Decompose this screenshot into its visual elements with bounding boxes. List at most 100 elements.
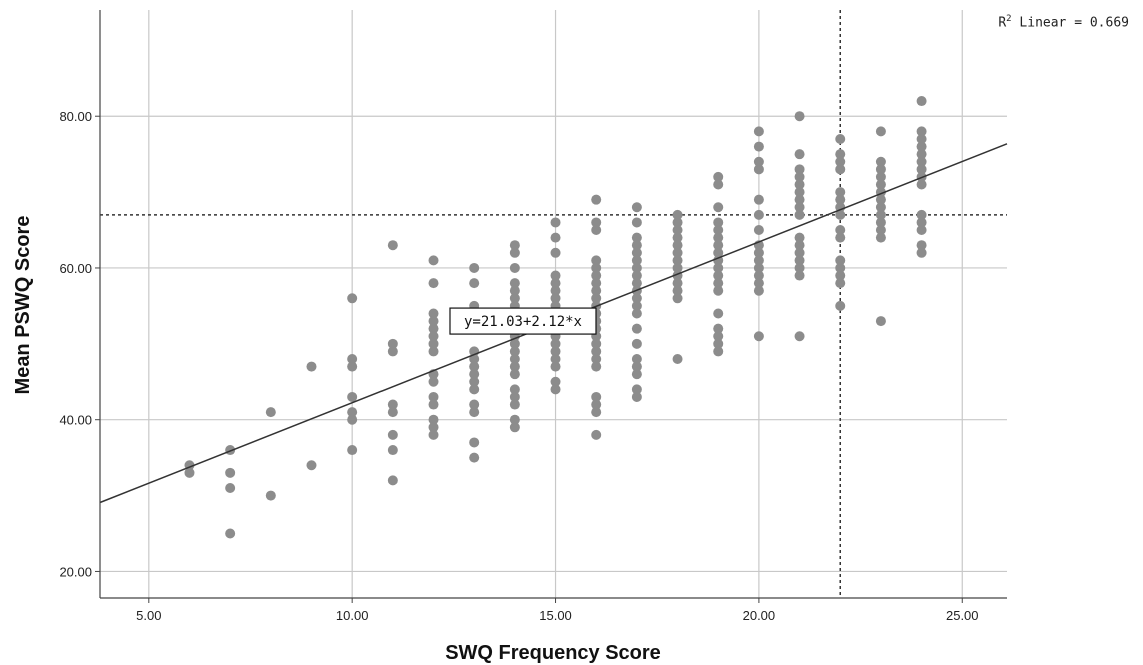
- data-point: [753, 331, 764, 342]
- data-point: [835, 149, 846, 160]
- data-point: [591, 270, 602, 281]
- data-point: [591, 399, 602, 410]
- data-point: [713, 232, 724, 243]
- data-point: [875, 209, 886, 220]
- data-point: [550, 338, 561, 349]
- data-point: [631, 361, 642, 372]
- data-point: [550, 232, 561, 243]
- y-tick-label: 20.00: [59, 564, 92, 579]
- data-point: [347, 391, 358, 402]
- data-point: [916, 141, 927, 152]
- data-point: [509, 399, 520, 410]
- data-point: [713, 331, 724, 342]
- data-point: [794, 262, 805, 273]
- data-point: [794, 202, 805, 213]
- data-point: [428, 376, 439, 387]
- data-point: [794, 232, 805, 243]
- data-point: [550, 384, 561, 395]
- data-point: [794, 331, 805, 342]
- data-point: [509, 361, 520, 372]
- data-point: [225, 482, 236, 493]
- data-point: [469, 399, 480, 410]
- data-point: [631, 202, 642, 213]
- data-point: [591, 255, 602, 266]
- grid-lines: [100, 10, 1007, 598]
- x-tick-label: 25.00: [946, 608, 979, 623]
- data-point: [591, 391, 602, 402]
- data-point: [550, 217, 561, 228]
- data-point: [509, 414, 520, 425]
- data-point: [835, 232, 846, 243]
- data-point: [428, 308, 439, 319]
- data-point: [428, 414, 439, 425]
- data-point: [550, 270, 561, 281]
- data-point: [347, 361, 358, 372]
- x-tick-label: 15.00: [539, 608, 572, 623]
- data-point: [631, 240, 642, 251]
- data-point: [713, 270, 724, 281]
- data-point: [794, 179, 805, 190]
- data-point: [753, 126, 764, 137]
- data-point: [428, 255, 439, 266]
- data-point: [835, 262, 846, 273]
- data-point: [631, 308, 642, 319]
- x-tick-label: 5.00: [136, 608, 161, 623]
- data-point: [916, 164, 927, 175]
- data-point: [591, 278, 602, 289]
- data-point: [387, 407, 398, 418]
- data-point: [184, 467, 195, 478]
- data-point: [591, 407, 602, 418]
- data-point: [591, 361, 602, 372]
- data-point: [387, 338, 398, 349]
- data-point: [428, 391, 439, 402]
- data-point: [509, 422, 520, 433]
- data-point: [713, 278, 724, 289]
- data-point: [509, 285, 520, 296]
- data-point: [713, 225, 724, 236]
- data-point: [875, 171, 886, 182]
- data-point: [794, 209, 805, 220]
- data-point: [835, 156, 846, 167]
- data-point: [713, 179, 724, 190]
- data-point: [753, 141, 764, 152]
- data-point: [672, 225, 683, 236]
- data-point: [428, 323, 439, 334]
- data-point: [753, 225, 764, 236]
- equation-label: y=21.03+2.12*x: [464, 314, 582, 330]
- data-point: [753, 247, 764, 258]
- data-point: [916, 179, 927, 190]
- data-point: [672, 255, 683, 266]
- data-point: [509, 354, 520, 365]
- data-point: [631, 300, 642, 311]
- data-point: [306, 460, 317, 471]
- data-point: [265, 490, 276, 501]
- data-point: [916, 156, 927, 167]
- data-point: [753, 164, 764, 175]
- data-point: [753, 285, 764, 296]
- data-point: [631, 255, 642, 266]
- data-point: [794, 164, 805, 175]
- r2-value: Linear = 0.669: [1011, 15, 1129, 31]
- data-point: [835, 225, 846, 236]
- data-point: [672, 232, 683, 243]
- data-point: [753, 262, 764, 273]
- data-point: [916, 225, 927, 236]
- data-point: [753, 156, 764, 167]
- data-point: [875, 164, 886, 175]
- fit-line-group: y=21.03+2.12*x: [99, 143, 1008, 504]
- x-tick-label: 20.00: [743, 608, 776, 623]
- data-point: [916, 133, 927, 144]
- data-point: [469, 452, 480, 463]
- data-point: [550, 247, 561, 258]
- data-point: [672, 278, 683, 289]
- data-point: [672, 354, 683, 365]
- data-point: [753, 255, 764, 266]
- data-point: [591, 429, 602, 440]
- data-point: [631, 247, 642, 258]
- data-point: [347, 445, 358, 456]
- data-point: [835, 164, 846, 175]
- data-point: [387, 445, 398, 456]
- data-point: [794, 194, 805, 205]
- data-point: [713, 202, 724, 213]
